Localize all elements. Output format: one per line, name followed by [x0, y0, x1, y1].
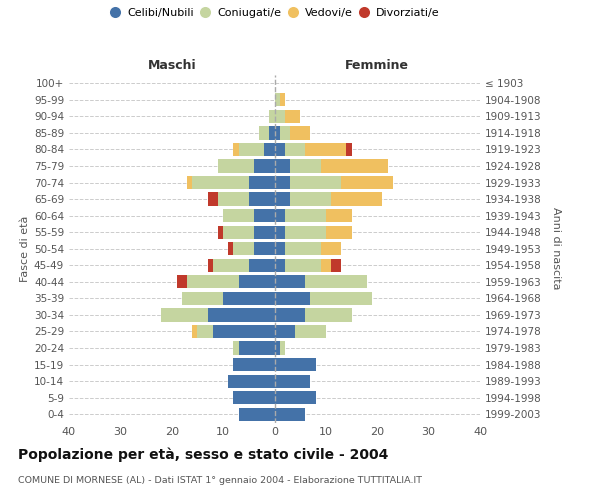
Bar: [254, 160, 275, 172]
Bar: [264, 143, 275, 156]
Bar: [249, 192, 275, 205]
Bar: [193, 325, 197, 338]
Bar: [341, 176, 392, 189]
Bar: [305, 308, 352, 322]
Bar: [208, 308, 275, 322]
Bar: [305, 143, 346, 156]
Text: Maschi: Maschi: [148, 58, 196, 71]
Bar: [254, 242, 275, 256]
Bar: [275, 325, 295, 338]
Bar: [233, 143, 239, 156]
Bar: [197, 325, 213, 338]
Bar: [290, 126, 310, 140]
Bar: [213, 258, 249, 272]
Bar: [275, 226, 285, 239]
Bar: [228, 374, 275, 388]
Text: COMUNE DI MORNESE (AL) - Dati ISTAT 1° gennaio 2004 - Elaborazione TUTTITALIA.IT: COMUNE DI MORNESE (AL) - Dati ISTAT 1° g…: [18, 476, 422, 485]
Bar: [321, 160, 388, 172]
Bar: [239, 408, 275, 421]
Bar: [331, 192, 382, 205]
Bar: [249, 258, 275, 272]
Bar: [218, 160, 254, 172]
Y-axis label: Fasce di età: Fasce di età: [20, 216, 30, 282]
Bar: [193, 176, 249, 189]
Bar: [249, 176, 275, 189]
Bar: [275, 391, 316, 404]
Bar: [285, 226, 326, 239]
Bar: [269, 126, 275, 140]
Bar: [275, 143, 285, 156]
Bar: [218, 192, 249, 205]
Bar: [208, 192, 218, 205]
Bar: [233, 358, 275, 371]
Bar: [239, 342, 275, 354]
Bar: [290, 176, 341, 189]
Bar: [177, 275, 187, 288]
Y-axis label: Anni di nascita: Anni di nascita: [551, 208, 561, 290]
Bar: [228, 242, 233, 256]
Bar: [275, 408, 305, 421]
Bar: [275, 308, 305, 322]
Bar: [331, 258, 341, 272]
Bar: [275, 342, 280, 354]
Bar: [275, 242, 285, 256]
Bar: [285, 110, 300, 123]
Bar: [239, 275, 275, 288]
Bar: [280, 93, 285, 106]
Bar: [269, 110, 275, 123]
Bar: [346, 143, 352, 156]
Bar: [275, 126, 280, 140]
Bar: [285, 258, 321, 272]
Bar: [259, 126, 269, 140]
Bar: [223, 209, 254, 222]
Text: Femmine: Femmine: [345, 58, 409, 71]
Bar: [275, 275, 305, 288]
Bar: [182, 292, 223, 305]
Bar: [239, 143, 264, 156]
Bar: [223, 226, 254, 239]
Bar: [254, 209, 275, 222]
Bar: [280, 126, 290, 140]
Bar: [290, 160, 321, 172]
Bar: [326, 226, 352, 239]
Bar: [275, 192, 290, 205]
Bar: [275, 110, 285, 123]
Bar: [310, 292, 372, 305]
Bar: [275, 258, 285, 272]
Bar: [305, 275, 367, 288]
Bar: [285, 143, 305, 156]
Bar: [233, 242, 254, 256]
Bar: [187, 275, 239, 288]
Bar: [275, 93, 280, 106]
Bar: [285, 242, 321, 256]
Bar: [275, 358, 316, 371]
Bar: [254, 226, 275, 239]
Bar: [280, 342, 285, 354]
Bar: [208, 258, 213, 272]
Legend: Celibi/Nubili, Coniugati/e, Vedovi/e, Divorziati/e: Celibi/Nubili, Coniugati/e, Vedovi/e, Di…: [108, 3, 444, 22]
Bar: [218, 226, 223, 239]
Bar: [326, 209, 352, 222]
Bar: [233, 391, 275, 404]
Bar: [295, 325, 326, 338]
Bar: [275, 160, 290, 172]
Bar: [213, 325, 275, 338]
Bar: [321, 258, 331, 272]
Bar: [275, 374, 310, 388]
Bar: [275, 209, 285, 222]
Bar: [187, 176, 193, 189]
Bar: [223, 292, 275, 305]
Bar: [321, 242, 341, 256]
Text: Popolazione per età, sesso e stato civile - 2004: Popolazione per età, sesso e stato civil…: [18, 448, 388, 462]
Bar: [290, 192, 331, 205]
Bar: [275, 292, 310, 305]
Bar: [233, 342, 239, 354]
Bar: [275, 176, 290, 189]
Bar: [285, 209, 326, 222]
Bar: [161, 308, 208, 322]
